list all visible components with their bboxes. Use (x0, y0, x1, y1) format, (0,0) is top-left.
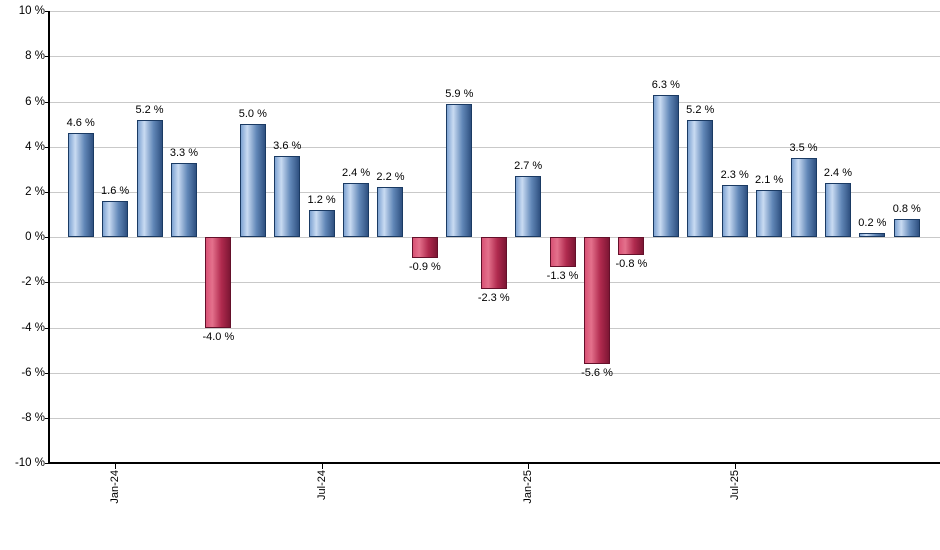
y-axis-tick-label: 0 % (25, 231, 45, 244)
gridline (49, 372, 940, 374)
y-axis-tick-label: 6 % (25, 95, 45, 108)
bar-value-label: 5.9 % (445, 87, 474, 100)
y-axis-tick-label: -4 % (21, 321, 45, 334)
bar-value-label: 5.0 % (238, 108, 267, 121)
bar-value-label: -4.0 % (202, 330, 235, 343)
gridline (49, 56, 940, 58)
bar-value-label: 3.5 % (789, 142, 818, 155)
bar-value-label: 2.2 % (376, 171, 405, 184)
y-axis-tick-mark (45, 192, 49, 193)
bar-value-label: 4.6 % (66, 117, 95, 130)
y-axis-tick-label: -2 % (21, 276, 45, 289)
positive-return-bar (756, 189, 783, 238)
x-axis-tick-label: Jan-25 (522, 470, 535, 504)
bar-value-label: 2.3 % (720, 169, 749, 182)
negative-return-bar (411, 237, 438, 258)
x-axis-tick-mark (321, 463, 323, 469)
bar-value-label: 2.7 % (514, 160, 543, 173)
positive-return-bar (652, 94, 679, 238)
x-axis-tick-label: Jan-24 (109, 470, 122, 504)
y-axis-tick-mark (45, 56, 49, 58)
bar-value-label: 6.3 % (651, 78, 680, 91)
bar-value-label: 0.2 % (858, 216, 887, 229)
negative-return-bar (549, 237, 576, 267)
x-axis-tick-mark (528, 463, 530, 469)
bar-value-label: 3.3 % (169, 146, 199, 159)
positive-return-bar (824, 182, 851, 238)
y-axis-tick-mark (45, 418, 49, 419)
bar-value-label: 2.1 % (755, 173, 784, 186)
bar-value-label: -0.8 % (615, 258, 648, 271)
bar-value-label: 2.4 % (823, 166, 852, 179)
negative-return-bar (584, 237, 610, 364)
y-axis-tick-mark (45, 372, 49, 374)
gridline (49, 418, 940, 419)
positive-return-bar (721, 185, 748, 238)
bar-value-label: -5.6 % (581, 366, 613, 379)
y-axis-line (48, 11, 50, 465)
positive-return-bar (687, 119, 714, 238)
bar-value-label: 3.6 % (273, 139, 302, 152)
y-axis-tick-label: -10 % (14, 457, 45, 470)
positive-return-bar (377, 187, 404, 238)
positive-return-bar (67, 133, 94, 238)
x-axis-tick-label: Jul-24 (315, 470, 328, 500)
bar-value-label: 1.6 % (101, 185, 130, 198)
positive-return-bar (136, 119, 163, 238)
x-axis-tick-mark (115, 463, 117, 469)
bar-value-label: 5.2 % (686, 103, 715, 116)
gridline (49, 463, 940, 465)
positive-return-bar (893, 219, 920, 238)
y-axis-tick-label: -6 % (21, 366, 45, 379)
bar-value-label: 5.2 % (135, 103, 164, 116)
negative-return-bar (618, 237, 645, 256)
bar-value-label: -2.3 % (477, 292, 510, 305)
positive-return-bar (790, 158, 817, 238)
bar-value-label: -0.9 % (408, 260, 441, 273)
gridline (49, 192, 940, 193)
gridline (49, 11, 940, 13)
y-axis-tick-mark (45, 101, 49, 103)
y-axis-tick-mark (45, 463, 49, 465)
y-axis-tick-mark (45, 146, 49, 148)
gridline (49, 146, 940, 148)
y-axis-tick-label: 10 % (18, 5, 45, 18)
y-axis-tick-label: 2 % (25, 186, 45, 198)
bar-value-label: 1.2 % (307, 194, 336, 207)
x-axis-tick-label: Jul-25 (728, 470, 741, 500)
positive-return-bar (859, 232, 886, 238)
positive-return-bar (515, 176, 542, 238)
y-axis-tick-mark (45, 237, 49, 239)
positive-return-bar (343, 182, 370, 238)
y-axis-tick-label: -8 % (21, 412, 45, 424)
negative-return-bar (205, 237, 232, 328)
bar-value-label: 2.4 % (341, 166, 371, 179)
y-axis-tick-mark (45, 327, 49, 329)
positive-return-bar (274, 155, 301, 238)
positive-return-bar (446, 103, 473, 238)
x-axis-tick-mark (734, 463, 736, 469)
y-axis-tick-mark (45, 282, 49, 284)
bar-value-label: 0.8 % (892, 203, 921, 216)
gridline (49, 327, 940, 329)
y-axis-tick-label: 8 % (25, 50, 45, 63)
positive-return-bar (308, 210, 335, 238)
y-axis-tick-label: 4 % (25, 140, 45, 153)
x-axis-line (48, 461, 940, 464)
positive-return-bar (102, 201, 129, 238)
positive-return-bar (170, 162, 197, 238)
gridline (49, 101, 940, 103)
bar-value-label: -1.3 % (546, 269, 579, 282)
negative-return-bar (480, 237, 507, 290)
y-axis-tick-mark (45, 11, 49, 13)
positive-return-bar (239, 124, 266, 238)
